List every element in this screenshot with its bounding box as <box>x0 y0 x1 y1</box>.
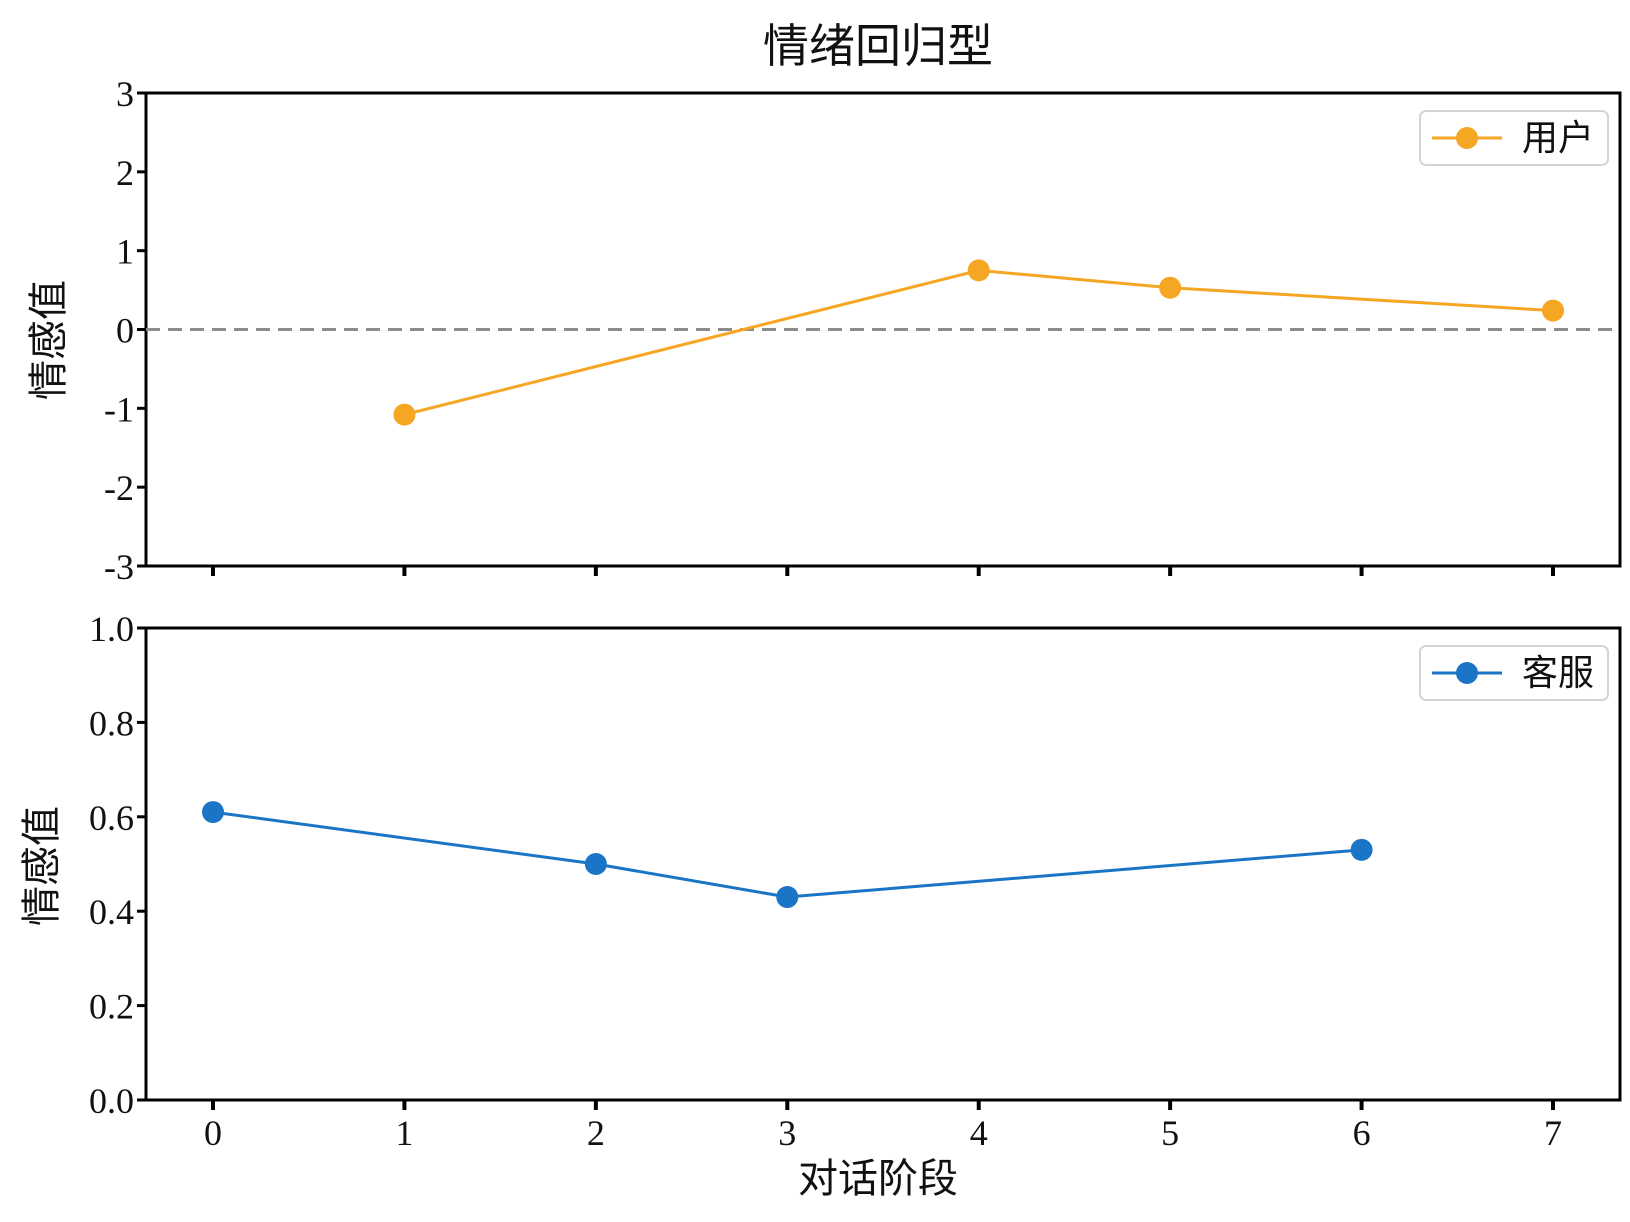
x-tick-label: 5 <box>1161 1113 1179 1153</box>
legend-label: 用户 <box>1522 118 1594 158</box>
data-point <box>967 259 990 282</box>
y-tick-label: 3 <box>116 74 134 114</box>
y-tick-label: -1 <box>104 389 134 429</box>
y-tick-label: 2 <box>116 153 134 193</box>
y-tick-label: 1.0 <box>89 609 134 649</box>
legend-label: 客服 <box>1522 653 1594 693</box>
top-y-axis-label: 情感值 <box>26 280 71 400</box>
legend-box <box>1419 645 1609 701</box>
chart-title: 情绪回归型 <box>763 21 993 72</box>
y-tick-label: 0.2 <box>89 987 134 1027</box>
x-tick-label: 6 <box>1353 1113 1371 1153</box>
x-tick-label: 7 <box>1544 1113 1562 1153</box>
series-line-客服 <box>212 810 1362 899</box>
data-point <box>584 853 607 875</box>
plot-frame <box>144 626 1622 1102</box>
y-tick-label: 0.6 <box>89 798 134 838</box>
data-point <box>202 801 224 824</box>
data-point <box>1350 838 1373 861</box>
x-axis-label: 对话阶段 <box>798 1156 958 1201</box>
y-tick-label: -2 <box>104 468 134 508</box>
legend-marker <box>1456 662 1478 684</box>
data-point <box>1542 299 1564 322</box>
y-tick-label: 1 <box>116 232 134 272</box>
x-tick-label: 2 <box>587 1113 605 1153</box>
legend-marker <box>1456 127 1478 149</box>
series-line-用户 <box>404 268 1554 417</box>
data-point <box>393 403 416 426</box>
legend-box <box>1419 110 1609 166</box>
data-point <box>776 886 799 909</box>
x-tick-label: 1 <box>395 1113 413 1153</box>
x-tick-label: 0 <box>204 1113 222 1153</box>
bottom-panel-agent: 1.0 0.8 0.6 0.4 0.2 0.0 0 1 2 3 4 5 6 7 客服 <box>89 609 1622 1153</box>
y-tick-label: -3 <box>104 547 134 587</box>
y-tick-label: 0.4 <box>89 892 134 932</box>
y-tick-label: 0.8 <box>89 703 134 743</box>
x-tick-label: 4 <box>970 1113 988 1153</box>
x-tick-label: 3 <box>778 1113 796 1153</box>
y-tick-label: 0 <box>116 311 134 351</box>
y-tick-label: 0.0 <box>89 1081 134 1121</box>
data-point <box>1159 276 1182 299</box>
bottom-y-axis-label: 情感值 <box>19 806 64 926</box>
top-panel-user: 3 2 1 0 -1 -2 -3 用户 <box>104 74 1622 587</box>
